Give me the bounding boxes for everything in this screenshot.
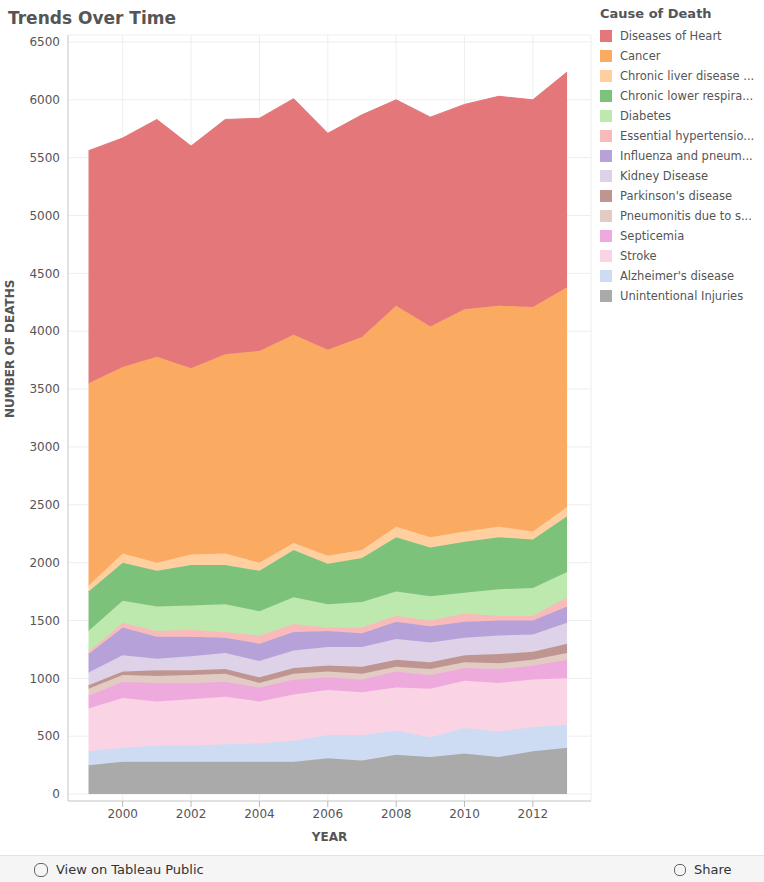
html-text:Cancer: Cancer (620, 49, 661, 63)
svg-text:2008: 2008 (381, 807, 412, 821)
html-text:Pneumonitis due to s...: Pneumonitis due to s... (620, 209, 752, 223)
html-text:View on Tableau Public: View on Tableau Public (56, 862, 204, 877)
svg-text:5000: 5000 (29, 209, 60, 223)
html-text:Unintentional Injuries: Unintentional Injuries (620, 289, 744, 303)
html-text:Kidney Disease: Kidney Disease (620, 169, 709, 183)
svg-text:500: 500 (37, 729, 60, 743)
svg-text:YEAR: YEAR (311, 830, 347, 844)
html-text:Influenza and pneum...: Influenza and pneum... (620, 149, 753, 163)
svg-text:2500: 2500 (29, 498, 60, 512)
svg-text:2004: 2004 (244, 807, 275, 821)
svg-text:6000: 6000 (29, 93, 60, 107)
svg-text:2012: 2012 (518, 807, 549, 821)
svg-text:1500: 1500 (29, 614, 60, 628)
html-text:Share: Share (694, 862, 732, 877)
svg-text:5500: 5500 (29, 151, 60, 165)
html-text:Alzheimer's disease: Alzheimer's disease (620, 269, 735, 283)
svg-text:3000: 3000 (29, 440, 60, 454)
svg-text:2000: 2000 (29, 556, 60, 570)
html-text:Stroke: Stroke (620, 249, 657, 263)
html-text:Diseases of Heart: Diseases of Heart (620, 29, 722, 43)
html-text:Diabetes: Diabetes (620, 109, 672, 123)
html-text:Septicemia: Septicemia (620, 229, 685, 243)
html-text:Essential hypertensio...: Essential hypertensio... (620, 129, 755, 143)
svg-text:2006: 2006 (313, 807, 344, 821)
svg-text:2000: 2000 (107, 807, 138, 821)
html-text:Cause of Death: Cause of Death (600, 6, 712, 21)
svg-text:0: 0 (52, 787, 60, 801)
html-text:Chronic lower respira...: Chronic lower respira... (620, 89, 754, 103)
svg-text:2002: 2002 (176, 807, 207, 821)
svg-text:1000: 1000 (29, 672, 60, 686)
html-text:Parkinson's disease: Parkinson's disease (620, 189, 733, 203)
html-text:Trends Over Time: Trends Over Time (8, 8, 176, 28)
svg-text:6500: 6500 (29, 35, 60, 49)
svg-text:NUMBER OF DEATHS: NUMBER OF DEATHS (8, 280, 17, 418)
svg-text:4500: 4500 (29, 267, 60, 281)
svg-text:2010: 2010 (449, 807, 480, 821)
html-text:Chronic liver disease ...: Chronic liver disease ... (620, 69, 755, 83)
svg-text:4000: 4000 (29, 324, 60, 338)
svg-text:3500: 3500 (29, 382, 60, 396)
